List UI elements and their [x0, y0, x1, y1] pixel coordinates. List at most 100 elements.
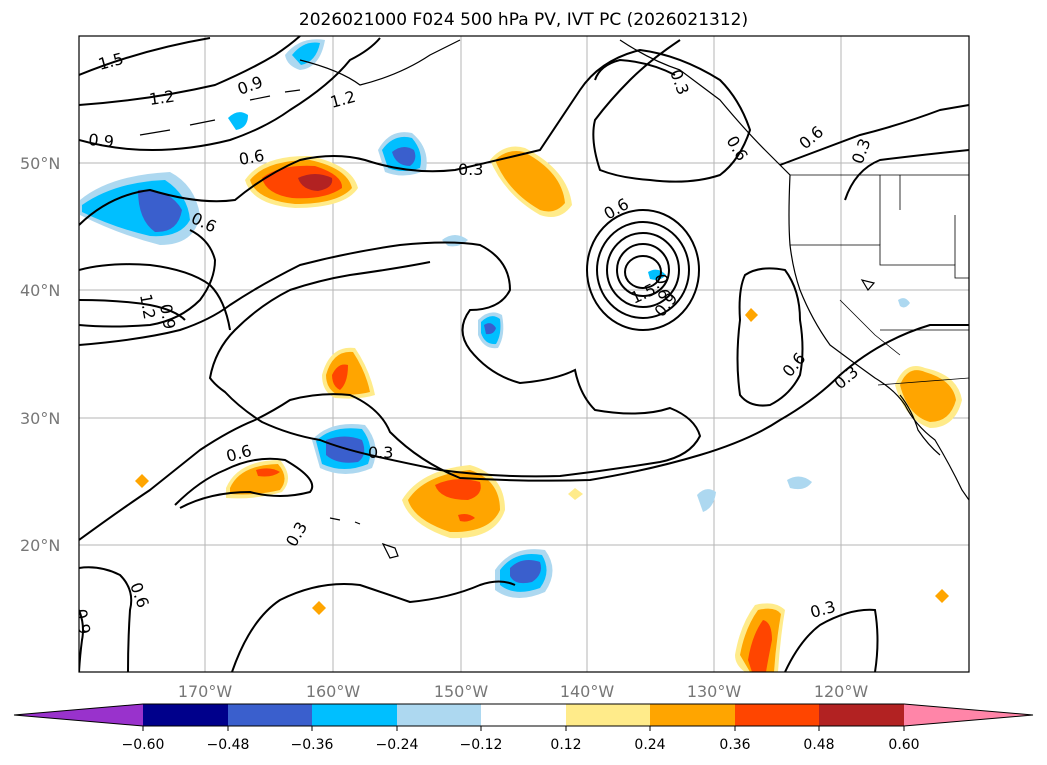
contour-0p6-main — [79, 39, 752, 226]
contour-1p2-top — [79, 36, 301, 106]
lon-label: 160°W — [306, 682, 361, 701]
colorbar-extend-low — [14, 704, 143, 726]
contour-0p3-north — [594, 58, 676, 81]
coastlines — [139, 39, 969, 559]
contour-label: 0.3 — [458, 160, 483, 179]
ivt-positive-blob-mid — [322, 347, 375, 399]
pv-contours — [79, 36, 969, 672]
ivt-positive-blob-sw — [226, 460, 289, 499]
colorbar-bin — [143, 704, 228, 726]
colorbar-tick-label: −0.48 — [207, 737, 250, 753]
coastline-west-north-america — [619, 39, 969, 501]
coastline-baja — [899, 394, 941, 456]
contour-0p3-sw2 — [231, 580, 516, 672]
ivt-positive-blob-se — [735, 603, 785, 672]
contour-0p6-cutoff-east — [736, 267, 804, 407]
ivt-negative-blob-north — [378, 132, 427, 176]
contour-label: 0.9 — [71, 607, 94, 635]
colorbar-tick-label: −0.60 — [122, 737, 165, 753]
ivt-positive-dot-3 — [935, 589, 949, 603]
contour-low-0p9 — [596, 221, 690, 319]
colorbar-extend-high — [904, 704, 1033, 726]
ivt-negative-blob-coast — [898, 298, 910, 308]
colorbar-tick-label: 0.24 — [634, 737, 665, 753]
lake-tahoe — [860, 279, 876, 292]
colorbar-tick-label: 0.36 — [719, 737, 750, 753]
contour-label: 0.9 — [156, 302, 179, 330]
ivt-negative-blob-east — [697, 489, 716, 512]
contour-low-1p8 — [624, 255, 662, 289]
contour-0p3-se — [784, 608, 879, 672]
lon-label: 130°W — [687, 682, 742, 701]
contour-label: 0.9 — [88, 130, 115, 151]
ivt-negative-blob-west — [80, 172, 200, 245]
political-borders — [790, 174, 969, 386]
longitude-labels: 170°W 160°W 150°W 140°W 130°W 120°W — [178, 682, 869, 701]
lon-label: 120°W — [814, 682, 869, 701]
lat-label: 40°N — [20, 281, 60, 300]
contour-low-0p6 — [586, 209, 700, 331]
colorbar-bin — [566, 704, 650, 726]
contour-label: 1.2 — [136, 292, 159, 320]
colorbar-tick-label: −0.12 — [460, 737, 503, 753]
contour-0p9-sw — [79, 609, 84, 672]
contour-0p3-ne — [844, 149, 969, 201]
contour-0p9-west — [79, 299, 186, 321]
ivt-negative-blob-east2 — [787, 476, 812, 490]
colorbar-tick-label: 0.60 — [888, 737, 919, 753]
latitude-labels: 50°N 40°N 30°N 20°N — [20, 154, 60, 555]
ivt-positive-dot-5 — [568, 488, 583, 500]
contour-label: 0.6 — [651, 272, 674, 300]
coastline-alaska-peninsula — [299, 39, 461, 86]
ivt-negative-blob-top — [285, 39, 325, 70]
map-title: 2026021000 F024 500 hPa PV, IVT PC (2026… — [298, 10, 749, 30]
colorbar: −0.60 −0.48 −0.36 −0.24 −0.12 0.12 0.24 … — [13, 703, 1034, 753]
contour-label: 1.2 — [148, 87, 176, 109]
colorbar-bin — [312, 704, 397, 726]
ivt-positive-dot-4 — [745, 308, 758, 322]
contour-label: 0.6 — [237, 146, 265, 169]
colorbar-tick-label: −0.24 — [376, 737, 419, 753]
ivt-positive-blob-south — [402, 465, 505, 539]
lat-label: 20°N — [20, 536, 60, 555]
contour-0p6-west — [79, 229, 217, 328]
colorbar-bin — [650, 704, 735, 726]
colorbar-bin — [735, 704, 819, 726]
contour-0p3-center — [79, 241, 702, 478]
contour-0p6-sw — [79, 566, 133, 672]
colorbar-bin — [397, 704, 481, 726]
ivt-positive-dot-1 — [135, 474, 149, 488]
lon-label: 140°W — [560, 682, 615, 701]
lon-label: 170°W — [178, 682, 233, 701]
ivt-negative-blob-sw — [312, 424, 376, 474]
ivt-negative-blob-center — [478, 312, 504, 349]
map-frame — [78, 35, 970, 673]
colorbar-tick-label: 0.48 — [803, 737, 834, 753]
lat-label: 50°N — [20, 154, 60, 173]
coastline-aleutians — [139, 89, 301, 136]
ivt-positive-dot-2 — [312, 601, 326, 615]
contour-low-1p5 — [616, 243, 670, 297]
contour-1p2-west — [79, 263, 231, 331]
ivt-negative-blob-small — [228, 112, 248, 130]
colorbar-tick-label: 0.12 — [550, 737, 581, 753]
colorbar-ticks — [142, 726, 905, 731]
colorbar-bin — [228, 704, 312, 726]
contour-0p6-ne — [779, 104, 969, 166]
contour-1p5 — [79, 37, 211, 76]
ivt-positive-blob-ne — [490, 146, 572, 218]
contour-0p9-top — [79, 37, 381, 151]
contour-low-1p2 — [606, 232, 680, 308]
ivt-shading — [80, 39, 962, 672]
colorbar-bin — [819, 704, 904, 726]
lat-label: 30°N — [20, 409, 60, 428]
ivt-negative-blob-south — [495, 549, 553, 599]
colorbar-bin — [481, 704, 566, 726]
contour-0p6-hawaii-west — [174, 457, 314, 509]
lon-label: 150°W — [434, 682, 489, 701]
coastline-hawaii — [329, 517, 399, 559]
colorbar-tick-label: −0.36 — [291, 737, 334, 753]
contour-0p3-south — [79, 324, 969, 541]
contour-label: 0.3 — [368, 443, 393, 462]
